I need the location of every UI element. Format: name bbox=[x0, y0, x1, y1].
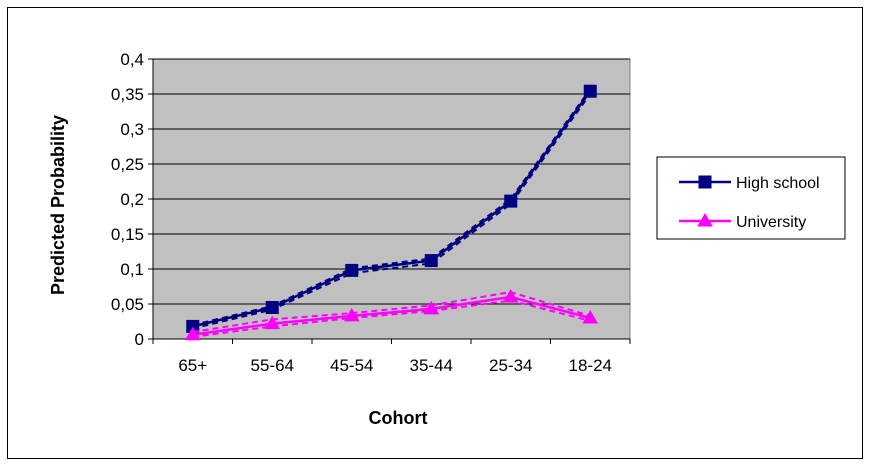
series-high-school bbox=[186, 84, 597, 333]
legend-marker bbox=[697, 213, 713, 227]
legend-box bbox=[656, 156, 846, 240]
y-tick-label: 0,1 bbox=[120, 260, 144, 279]
data-point bbox=[345, 263, 359, 277]
x-tick-label: 18-24 bbox=[569, 356, 612, 375]
y-axis-title: Predicted Probability bbox=[48, 115, 68, 295]
data-point bbox=[343, 307, 360, 322]
series-layer bbox=[184, 84, 599, 341]
y-tick-label: 0,4 bbox=[120, 50, 144, 69]
series-university bbox=[184, 289, 599, 341]
data-point bbox=[424, 254, 438, 268]
series-line bbox=[192, 90, 592, 328]
legend-entry: High school bbox=[679, 175, 820, 192]
data-point bbox=[502, 289, 519, 303]
data-point bbox=[582, 310, 599, 324]
x-tick-label: 55-64 bbox=[251, 356, 294, 375]
legend-marker bbox=[698, 175, 712, 189]
y-tick-label: 0,05 bbox=[111, 295, 144, 314]
data-point bbox=[583, 84, 597, 98]
data-point bbox=[504, 194, 518, 208]
x-axis-ticks: 65+ 55-64 45-54 35-44 25-34 18-24 bbox=[152, 339, 631, 375]
series-upper-band bbox=[192, 291, 591, 333]
legend-entry: University bbox=[679, 213, 806, 231]
x-tick-label: 45-54 bbox=[330, 356, 373, 375]
y-axis-ticks: 0 0,05 0,1 0,15 0,2 0,25 0,3 0,35 0,4 bbox=[111, 50, 153, 349]
y-tick-label: 0 bbox=[135, 330, 144, 349]
y-tick-label: 0,15 bbox=[111, 225, 144, 244]
y-tick-label: 0,2 bbox=[120, 190, 144, 209]
legend-label: University bbox=[736, 214, 806, 231]
y-tick-label: 0,3 bbox=[120, 120, 144, 139]
y-tick-label: 0,25 bbox=[111, 155, 144, 174]
series-line bbox=[192, 295, 591, 337]
x-tick-label: 65+ bbox=[178, 356, 207, 375]
x-tick-label: 35-44 bbox=[410, 356, 453, 375]
x-tick-label: 25-34 bbox=[489, 356, 532, 375]
data-point bbox=[423, 300, 440, 315]
x-axis-title: Cohort bbox=[369, 408, 428, 428]
series-lower-band bbox=[192, 299, 591, 338]
data-point bbox=[184, 326, 201, 341]
series-lower-band bbox=[192, 93, 592, 330]
y-tick-label: 0,35 bbox=[111, 85, 144, 104]
data-point bbox=[265, 301, 279, 314]
legend-label: High school bbox=[736, 175, 820, 192]
data-point bbox=[264, 315, 281, 330]
legend: High school University bbox=[656, 156, 846, 240]
